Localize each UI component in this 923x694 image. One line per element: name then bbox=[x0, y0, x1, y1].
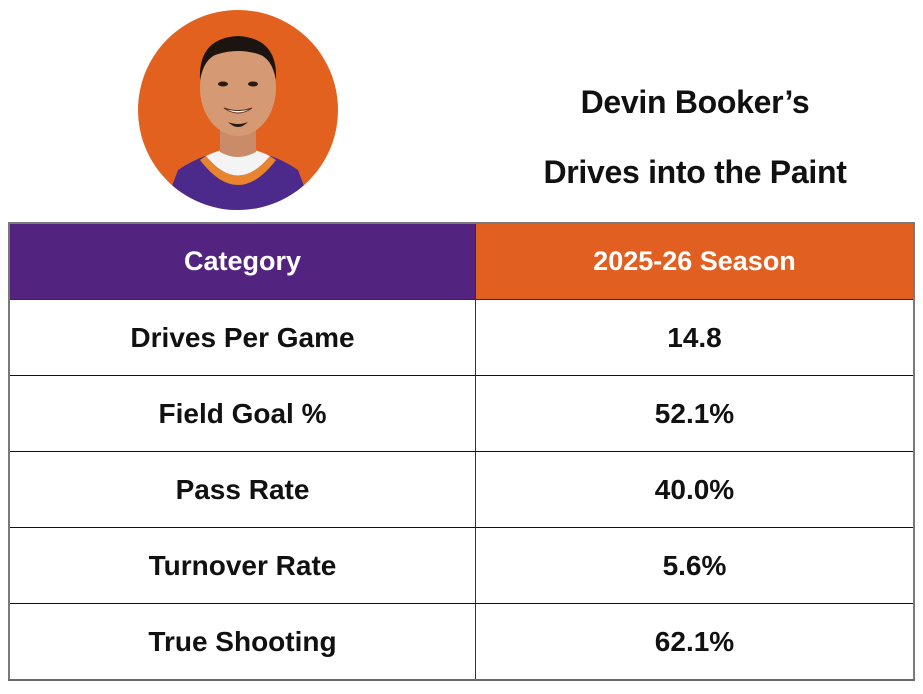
row-value: 40.0% bbox=[475, 451, 914, 528]
chart-title-line-2: Drives into the Paint bbox=[543, 154, 847, 190]
row-value: 5.6% bbox=[475, 527, 914, 604]
stats-table: Category 2025-26 Season Drives Per Game … bbox=[8, 222, 915, 681]
chart-title-line-1: Devin Booker’s bbox=[580, 84, 810, 120]
row-category: Field Goal % bbox=[9, 375, 476, 452]
column-header-season: 2025-26 Season bbox=[475, 222, 915, 300]
player-photo bbox=[138, 10, 338, 210]
table-row: True Shooting 62.1% bbox=[9, 603, 914, 681]
row-category: True Shooting bbox=[9, 603, 476, 681]
row-category: Drives Per Game bbox=[9, 299, 476, 376]
table-row: Drives Per Game 14.8 bbox=[9, 299, 914, 376]
column-header-category: Category bbox=[8, 222, 476, 300]
row-value: 62.1% bbox=[475, 603, 914, 681]
table-row: Turnover Rate 5.6% bbox=[9, 527, 914, 604]
row-category: Pass Rate bbox=[9, 451, 476, 528]
table-header-row: Category 2025-26 Season bbox=[8, 222, 915, 300]
player-headshot-icon bbox=[163, 36, 313, 210]
row-category: Turnover Rate bbox=[9, 527, 476, 604]
table-row: Field Goal % 52.1% bbox=[9, 375, 914, 452]
row-value: 52.1% bbox=[475, 375, 914, 452]
table-row: Pass Rate 40.0% bbox=[9, 451, 914, 528]
row-value: 14.8 bbox=[475, 299, 914, 376]
